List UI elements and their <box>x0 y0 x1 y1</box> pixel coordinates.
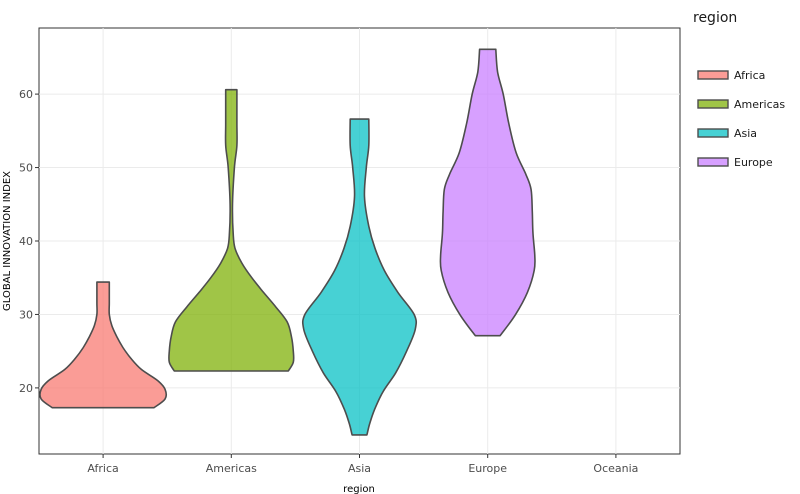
violin-africa <box>39 281 168 409</box>
y-tick-label: 30 <box>19 308 33 321</box>
legend-key-europe <box>697 157 729 167</box>
legend: Africa Americas Asia Europe <box>697 69 785 169</box>
x-axis-title: region <box>343 484 375 494</box>
legend-label: Americas <box>734 98 785 111</box>
x-tick-label: Asia <box>348 462 371 475</box>
x-tick-label: Europe <box>468 462 507 475</box>
violin-americas <box>168 88 295 372</box>
x-axis-ticks: Africa Americas Asia Europe Oceania <box>87 454 638 475</box>
x-tick-label: Oceania <box>593 462 638 475</box>
violin-asia <box>301 118 418 436</box>
y-tick-label: 50 <box>19 162 33 175</box>
legend-key-asia <box>697 128 729 138</box>
legend-label: Europe <box>734 156 773 169</box>
y-tick-label: 40 <box>19 235 33 248</box>
y-axis-ticks: 20 30 40 50 60 <box>19 88 39 395</box>
legend-label: Africa <box>734 69 765 82</box>
legend-title: region <box>693 10 737 26</box>
violins <box>39 48 536 436</box>
legend-key-americas <box>697 99 729 109</box>
legend-label: Asia <box>734 127 757 140</box>
y-tick-label: 60 <box>19 88 33 101</box>
x-tick-label: Americas <box>206 462 257 475</box>
y-tick-label: 20 <box>19 382 33 395</box>
legend-key-africa <box>697 70 729 80</box>
y-axis-title: GLOBAL INNOVATION INDEX <box>2 171 13 311</box>
violin-europe <box>439 48 536 337</box>
x-tick-label: Africa <box>87 462 118 475</box>
